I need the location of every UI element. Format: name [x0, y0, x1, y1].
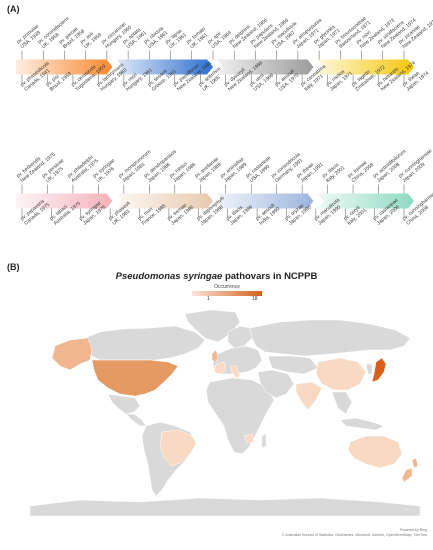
china-region: [315, 357, 367, 391]
map-credit: Powered by Bing © Australian Bureau of S…: [282, 528, 427, 538]
central-asia-region: [267, 355, 319, 375]
legend-min-value: 1: [207, 296, 210, 302]
timeline-segment: [217, 193, 314, 209]
timeline-segment: [16, 193, 113, 209]
timeline-segment: [317, 59, 414, 75]
brazil-region: [159, 429, 197, 467]
legend-title: Occurrence: [214, 284, 240, 290]
scandinavia-region: [227, 325, 253, 349]
world-map: [0, 302, 433, 520]
usa-region: [91, 359, 179, 397]
japan-region: [371, 357, 387, 383]
timeline-segment: [116, 59, 213, 75]
new-zealand-north: [411, 457, 419, 469]
france-region: [213, 361, 227, 375]
map-title: Pseudomonas syringae pathovars in NCPPB: [115, 271, 318, 282]
italy-region: [229, 365, 241, 379]
australia-region: [347, 435, 403, 469]
credit-line2: © Australian Bureau of Statistics, GeoNa…: [281, 533, 427, 537]
legend-max-value: 18: [252, 296, 258, 302]
mexico-region: [107, 393, 141, 415]
panel-a-label: (A): [7, 4, 20, 14]
new-zealand-south: [401, 467, 413, 483]
panel-b-label: (B): [7, 262, 20, 272]
middle-east-region: [257, 369, 295, 399]
korea-region: [365, 363, 373, 375]
uk-region: [211, 349, 219, 363]
africa-region: [205, 377, 275, 455]
alaska-region: [51, 337, 93, 371]
credit-line1: Powered by Bing: [399, 528, 427, 532]
madagascar-region: [261, 433, 267, 449]
timeline-segment: [317, 193, 414, 209]
greenland-region: [184, 309, 241, 343]
indonesia-region: [339, 417, 385, 431]
occurrence-legend: Occurrence: [192, 284, 262, 296]
india-region: [295, 381, 323, 411]
russia-region: [249, 319, 411, 357]
zimbabwe-region: [243, 433, 255, 445]
timeline-segment: [217, 59, 314, 75]
timeline-segment: [116, 193, 213, 209]
canada-region: [84, 325, 206, 361]
legend-gradient-bar: [192, 291, 262, 296]
antarctica-region: [29, 497, 421, 517]
southeast-asia-region: [331, 391, 353, 415]
timeline-segment: [16, 59, 113, 75]
